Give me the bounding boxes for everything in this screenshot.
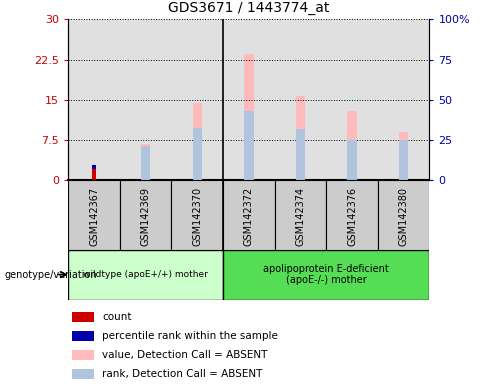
Bar [72,369,94,379]
Bar [141,144,150,180]
Bar [193,128,202,180]
Text: GSM142380: GSM142380 [399,187,408,246]
Bar [223,250,429,300]
Bar [68,19,120,180]
Bar [92,166,96,169]
Text: genotype/variation: genotype/variation [5,270,98,280]
Bar [244,54,254,180]
Text: GSM142372: GSM142372 [244,187,254,246]
Bar [223,180,275,250]
Text: GSM142374: GSM142374 [295,187,305,246]
Bar [399,140,408,180]
Bar [92,169,96,180]
Title: GDS3671 / 1443774_at: GDS3671 / 1443774_at [168,2,329,15]
Bar [68,180,120,250]
Text: value, Detection Call = ABSENT: value, Detection Call = ABSENT [102,350,268,360]
Bar [72,312,94,322]
Text: wildtype (apoE+/+) mother: wildtype (apoE+/+) mother [83,270,208,279]
Bar [296,96,305,180]
Text: apolipoprotein E-deficient
(apoE-/-) mother: apolipoprotein E-deficient (apoE-/-) mot… [264,264,389,285]
Bar [171,19,223,180]
Bar [68,250,223,300]
Bar [378,180,429,250]
Bar [141,146,150,180]
Text: GSM142370: GSM142370 [192,187,203,246]
Bar [120,19,171,180]
Bar [72,350,94,360]
Bar [223,19,275,180]
Text: rank, Detection Call = ABSENT: rank, Detection Call = ABSENT [102,369,263,379]
Bar [275,19,326,180]
Text: GSM142367: GSM142367 [89,187,99,246]
Bar [275,180,326,250]
Bar [326,180,378,250]
Bar [171,180,223,250]
Text: count: count [102,312,132,322]
Bar [326,19,378,180]
Bar [296,129,305,180]
Text: GSM142376: GSM142376 [347,187,357,246]
Bar [347,140,357,180]
Bar [378,19,429,180]
Bar [72,331,94,341]
Text: percentile rank within the sample: percentile rank within the sample [102,331,278,341]
Bar [120,180,171,250]
Bar [347,111,357,180]
Bar [399,132,408,180]
Text: GSM142369: GSM142369 [141,187,151,246]
Bar [244,111,254,180]
Bar [193,103,202,180]
